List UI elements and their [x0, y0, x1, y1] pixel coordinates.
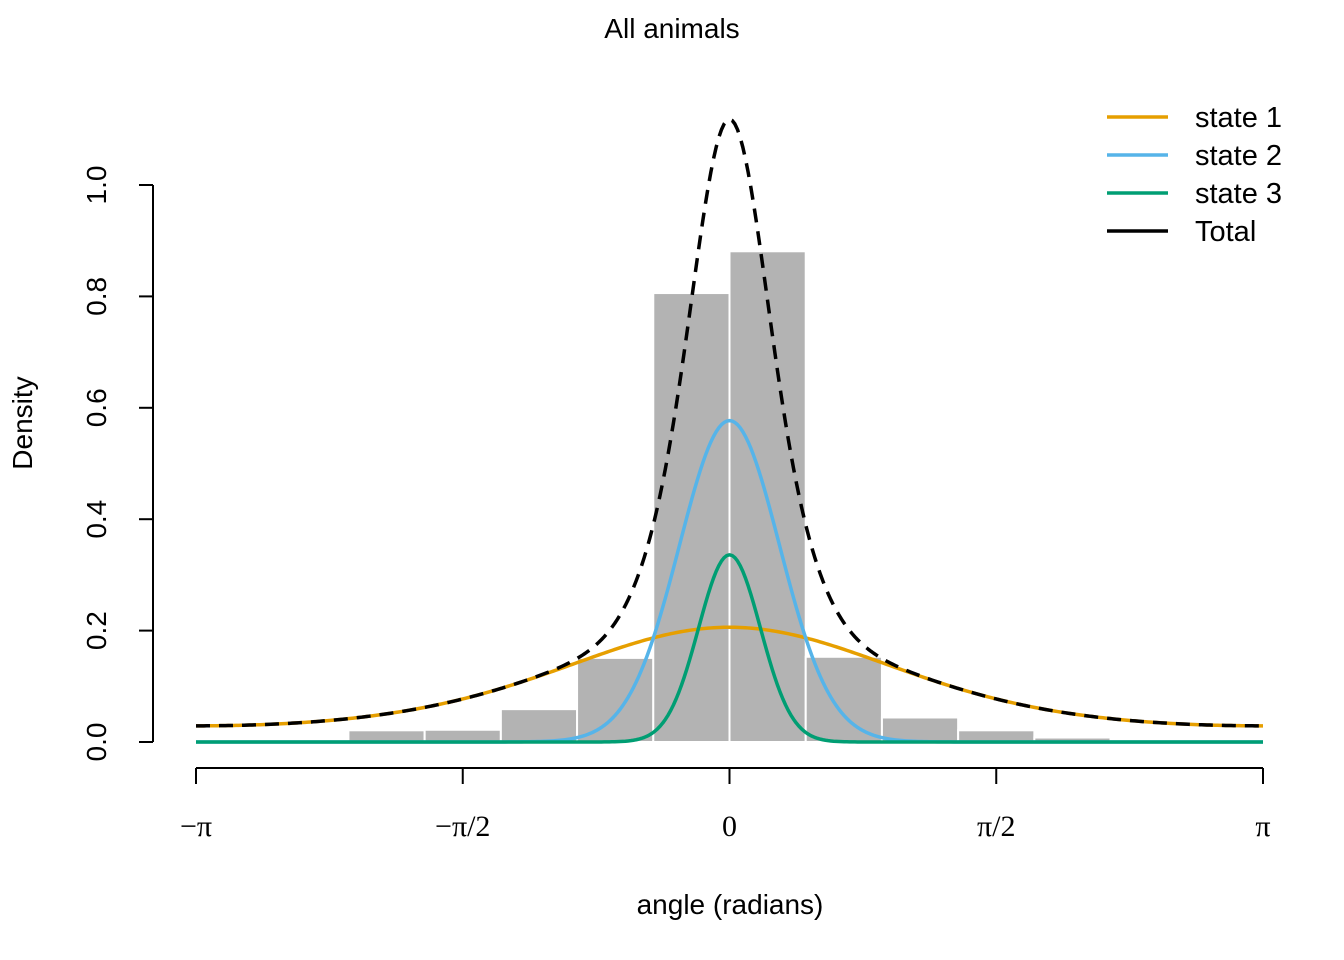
y-tick-label: 0.8: [81, 277, 112, 316]
x-tick-label: π/2: [977, 810, 1015, 843]
density-curves: [196, 117, 1263, 744]
y-tick-label: 0.0: [81, 723, 112, 762]
x-tick-label: −π: [180, 810, 212, 843]
x-tick-label: −π/2: [435, 810, 490, 843]
legend-label: state 3: [1195, 178, 1282, 210]
histogram-bar: [347, 729, 426, 743]
legend: state 1 state 2 state 3 Total: [1107, 102, 1282, 248]
legend-label: state 1: [1195, 102, 1282, 134]
y-tick-label: 1.0: [81, 166, 112, 205]
histogram-bars: [195, 250, 1265, 744]
y-axis-label: Density: [7, 376, 38, 469]
density-curve-total: [196, 117, 1263, 728]
legend-label: state 2: [1195, 140, 1282, 172]
histogram-bar: [652, 292, 731, 743]
y-tick-label: 0.6: [81, 388, 112, 427]
y-tick-label: 0.2: [81, 611, 112, 650]
histogram-bar: [499, 708, 579, 744]
x-axis-label: angle (radians): [637, 889, 824, 920]
y-tick-label: 0.4: [81, 500, 112, 539]
chart-title: All animals: [604, 13, 739, 44]
x-tick-label: π: [1255, 810, 1270, 843]
legend-label: Total: [1195, 216, 1256, 248]
density-curve-state-3: [196, 553, 1263, 744]
x-tick-label: 0: [722, 810, 737, 843]
axes: 0.0 0.2 0.4 0.6 0.8 1.0 −π −π/2 0 π/2 π: [81, 166, 1271, 843]
histogram-bar: [423, 728, 502, 743]
